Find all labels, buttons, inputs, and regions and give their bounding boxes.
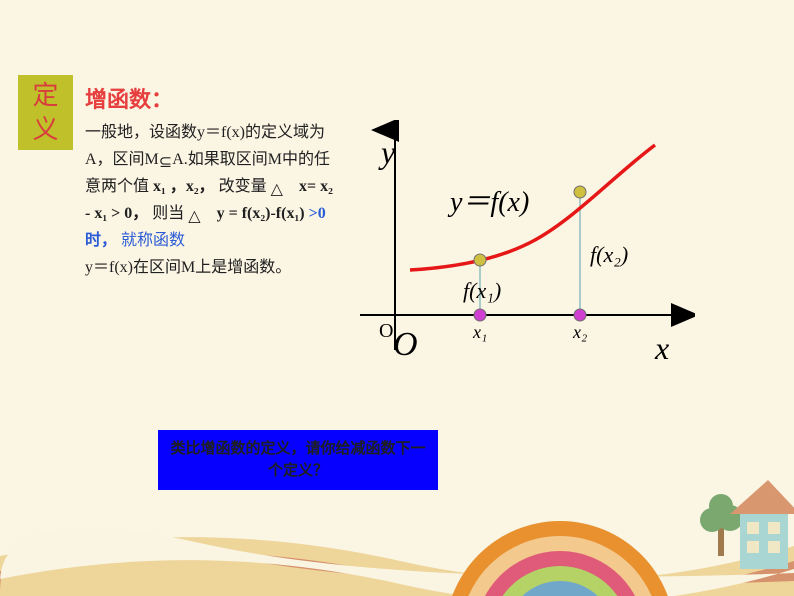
dot-bottom-x2: [574, 309, 586, 321]
definition-badge: 定义: [18, 75, 73, 150]
dot-top-x2: [574, 186, 586, 198]
question-box: 类比增函数的定义，请你给减函数下一个定义？: [158, 430, 438, 490]
origin-large: O: [393, 326, 418, 364]
definition-text-block: 增函数： 一般地，设函数y＝f(x)的定义域为A，区间M⊆A.如果取区间M中的任…: [85, 86, 335, 281]
function-chart: y x O O y＝f(x) f(x₁) f(x₂) x₁ x₂: [355, 120, 695, 380]
dot-top-x1: [474, 254, 486, 266]
y-axis-label: y: [381, 134, 395, 171]
body-dy: y = f(x₂)-f(x₁): [201, 205, 309, 222]
dot-bottom-x1: [474, 309, 486, 321]
x2-tick-label: x₂: [573, 322, 587, 343]
body-vars: x₁ ，x₂，: [153, 178, 215, 195]
body-end: y＝f(x)在区间M上是增函数。: [85, 259, 291, 276]
x-axis-label: x: [655, 330, 669, 367]
body-then: 则当: [152, 205, 184, 222]
delta-x-symbol: △: [271, 176, 283, 203]
fx1-label: f(x₁): [463, 278, 501, 304]
body-p3: 改变量: [219, 178, 267, 195]
fx2-label: f(x₂): [590, 242, 628, 268]
footer-decoration: [0, 476, 794, 596]
body-call: 就称函数: [121, 232, 185, 249]
origin-small: O: [379, 320, 393, 343]
equation-label: y＝f(x): [450, 180, 529, 220]
subset-symbol: ⊆: [159, 149, 172, 176]
section-title: 增函数：: [85, 86, 335, 113]
delta-y-symbol: △: [188, 203, 200, 230]
x1-tick-label: x₁: [473, 322, 487, 343]
